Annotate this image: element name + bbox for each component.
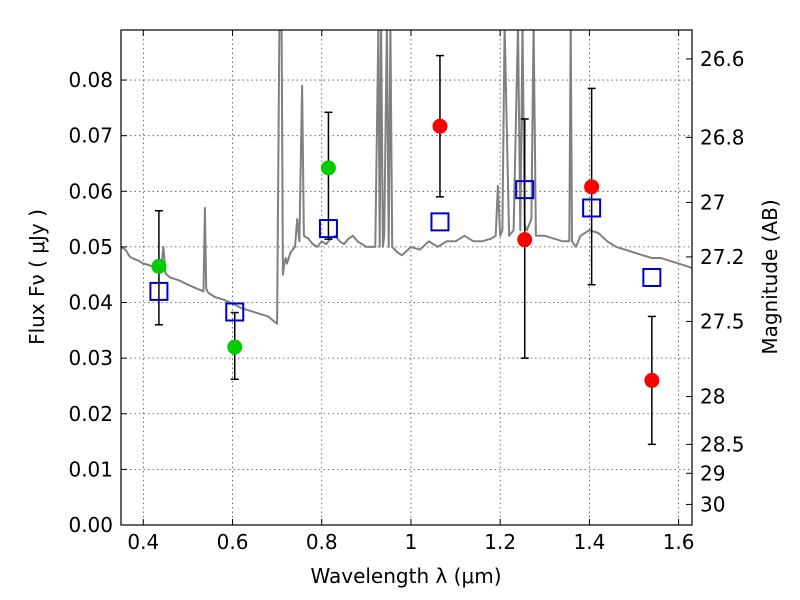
model-square-point xyxy=(642,268,662,287)
y-tick-label: 0.06 xyxy=(68,179,113,203)
x-tick-label: 1.4 xyxy=(573,530,605,554)
right-tick-label: 26.6 xyxy=(700,47,745,71)
y-axis-right-label: Magnitude (AB) xyxy=(758,199,782,354)
x-tick-label: 1.6 xyxy=(663,530,695,554)
y-tick-label: 0.00 xyxy=(68,513,113,537)
x-tick-label: 0.4 xyxy=(127,530,159,554)
x-axis-label: Wavelength λ (μm) xyxy=(310,564,501,588)
green-data-point xyxy=(320,160,336,176)
right-tick-label: 28 xyxy=(700,385,725,409)
right-tick-label: 27 xyxy=(700,190,725,214)
red-data-point xyxy=(517,232,533,248)
x-tick-label: 1.2 xyxy=(484,530,516,554)
x-tick-label: 0.8 xyxy=(306,530,338,554)
ticks-layer xyxy=(121,30,692,526)
model-square-point xyxy=(430,212,450,232)
model-square-point xyxy=(225,302,245,322)
right-tick-label: 27.5 xyxy=(700,309,745,333)
y-tick-label: 0.03 xyxy=(68,346,113,370)
model-square-point xyxy=(515,180,535,200)
y-tick-label: 0.05 xyxy=(68,235,113,259)
right-tick-label: 30 xyxy=(700,492,725,516)
model-square-point xyxy=(582,198,602,218)
right-tick-label: 29 xyxy=(700,461,725,485)
red-data-point xyxy=(644,372,660,388)
y-tick-label: 0.01 xyxy=(68,457,113,481)
red-data-point xyxy=(584,179,600,195)
points-layer xyxy=(149,118,662,388)
tick-labels-layer: 0.4 0.6 0.8 1 1.2 1.4 1.6 0.00 0.01 0.02 0.03 0.04 0… xyxy=(68,47,744,554)
spectrum-layer xyxy=(121,30,692,325)
model-square-point xyxy=(149,281,169,301)
y-tick-label: 0.04 xyxy=(68,291,113,315)
x-tick-label: 1 xyxy=(405,530,418,554)
spectrum-line xyxy=(121,30,692,325)
plot-frame xyxy=(120,29,693,526)
y-axis-label: Flux Fν ( μJy ) xyxy=(25,209,49,345)
model-square-point xyxy=(318,219,338,239)
grid-lines xyxy=(121,30,692,526)
right-tick-label: 27.2 xyxy=(700,245,745,269)
y-tick-label: 0.08 xyxy=(68,68,113,92)
x-tick-label: 0.6 xyxy=(217,530,249,554)
red-data-point xyxy=(432,118,448,134)
green-data-point xyxy=(151,258,167,274)
y-tick-label: 0.07 xyxy=(68,124,113,148)
right-tick-label: 28.5 xyxy=(700,432,745,456)
right-tick-label: 26.8 xyxy=(700,125,745,149)
green-data-point xyxy=(227,339,243,355)
y-tick-label: 0.02 xyxy=(68,402,113,426)
